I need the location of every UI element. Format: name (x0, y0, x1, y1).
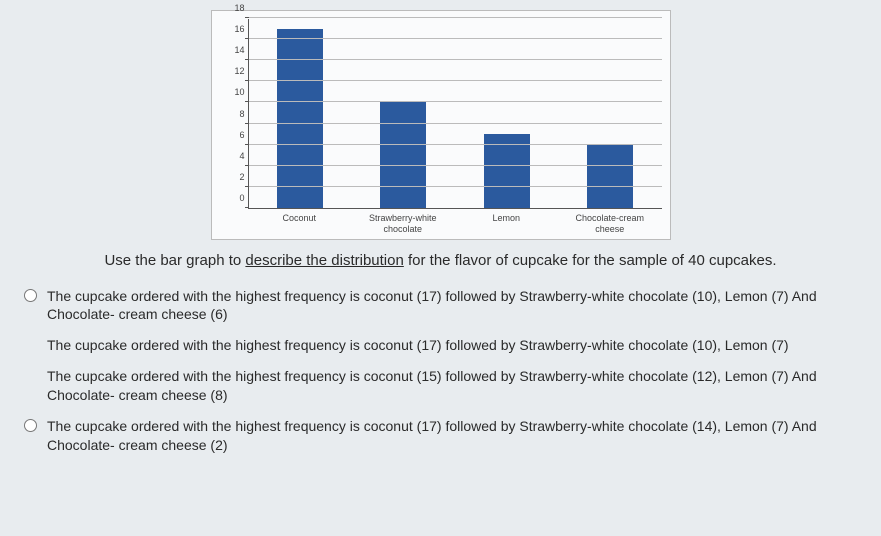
ytick-mark (245, 17, 249, 18)
ytick-mark (245, 207, 249, 208)
bar-slot (255, 19, 346, 208)
ytick-label: 18 (225, 3, 245, 13)
gridline (249, 80, 662, 81)
option-text: The cupcake ordered with the highest fre… (47, 367, 861, 405)
question-prefix: Use the bar graph to (104, 252, 245, 269)
gridline (249, 38, 662, 39)
x-axis-labels: Coconut Strawberry-whitechocolate Lemon Cho… (248, 213, 662, 235)
bar (277, 29, 323, 208)
ytick-label: 10 (225, 87, 245, 97)
ytick-mark (245, 101, 249, 102)
gridline (249, 17, 662, 18)
ytick-mark (245, 59, 249, 60)
ytick-mark (245, 80, 249, 81)
answer-option[interactable]: The cupcake ordered with the highest fre… (24, 417, 861, 455)
ytick-label: 2 (225, 172, 245, 182)
gridline (249, 165, 662, 166)
ytick-mark (245, 123, 249, 124)
ytick-label: 14 (225, 45, 245, 55)
option-text: The cupcake ordered with the highest fre… (47, 336, 789, 355)
option-text: The cupcake ordered with the highest fre… (47, 287, 861, 325)
ytick-mark (245, 186, 249, 187)
x-axis-label: Coconut (254, 213, 345, 235)
ytick-mark (245, 165, 249, 166)
question-underlined: describe the distribution (245, 252, 403, 269)
ytick-label: 12 (225, 66, 245, 76)
x-axis-label: Lemon (461, 213, 552, 235)
plot-area: 024681012141618 (248, 19, 662, 209)
bar-slot (358, 19, 449, 208)
options-list: The cupcake ordered with the highest fre… (20, 287, 861, 455)
bar-chart: 024681012141618 Coconut Strawberry-whitec… (211, 10, 671, 240)
ytick-label: 6 (225, 130, 245, 140)
gridline (249, 101, 662, 102)
answer-option[interactable]: The cupcake ordered with the highest fre… (24, 367, 861, 405)
ytick-label: 0 (225, 193, 245, 203)
question-text: Use the bar graph to describe the distri… (20, 252, 861, 269)
radio-icon[interactable] (24, 289, 37, 302)
ytick-label: 4 (225, 151, 245, 161)
bar (484, 134, 530, 208)
bar-slot (564, 19, 655, 208)
ytick-label: 8 (225, 109, 245, 119)
x-axis-label: Strawberry-whitechocolate (357, 213, 448, 235)
question-suffix: for the flavor of cupcake for the sample… (404, 252, 777, 269)
ytick-label: 16 (225, 24, 245, 34)
bar (380, 102, 426, 208)
radio-icon[interactable] (24, 419, 37, 432)
gridline (249, 59, 662, 60)
ytick-mark (245, 144, 249, 145)
answer-option[interactable]: The cupcake ordered with the highest fre… (24, 287, 861, 325)
bars-group (249, 19, 662, 208)
x-axis-label: Chocolate-creamcheese (564, 213, 655, 235)
gridline (249, 186, 662, 187)
bar (587, 145, 633, 208)
option-text: The cupcake ordered with the highest fre… (47, 417, 861, 455)
gridline (249, 123, 662, 124)
gridline (249, 144, 662, 145)
answer-option[interactable]: The cupcake ordered with the highest fre… (24, 336, 861, 355)
ytick-mark (245, 38, 249, 39)
bar-slot (461, 19, 552, 208)
